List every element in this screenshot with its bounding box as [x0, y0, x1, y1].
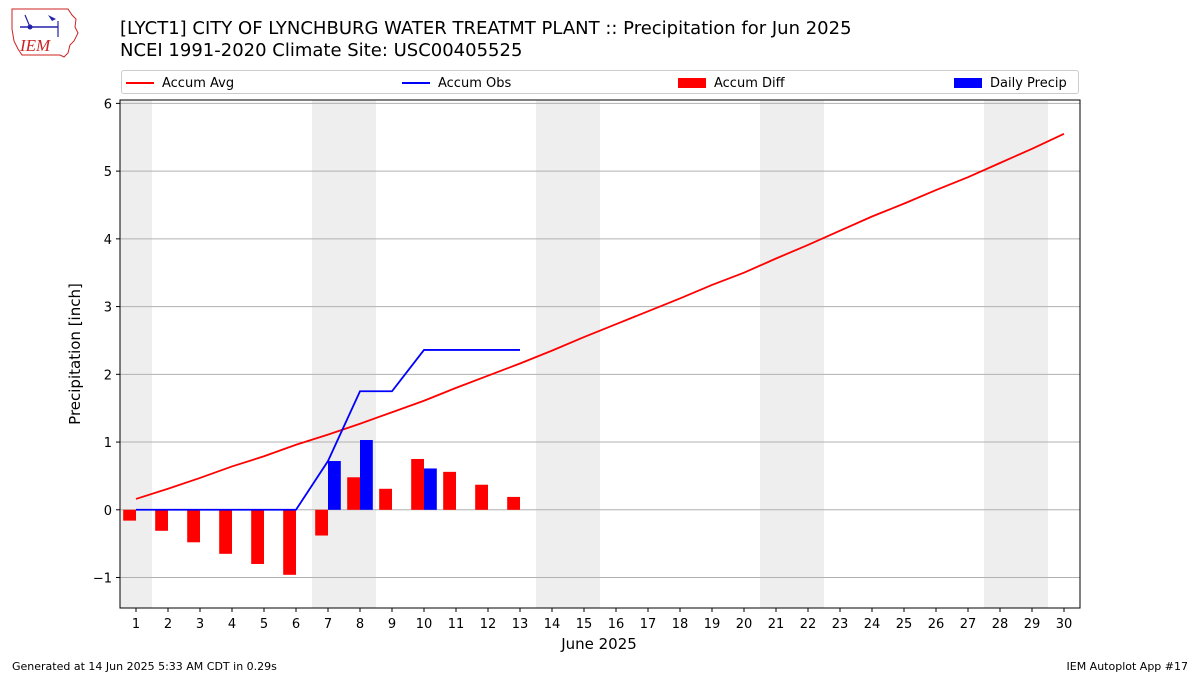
x-tick-label-3: 3 — [196, 617, 204, 632]
legend-item-daily-precip: Daily Precip — [954, 73, 1067, 93]
x-tick-label-14: 14 — [544, 617, 561, 632]
x-axis-label: June 2025 — [560, 635, 637, 653]
bar-accum-diff-3 — [187, 509, 200, 543]
legend-swatch-daily-precip — [954, 78, 982, 88]
chart-title: [LYCT1] CITY OF LYNCHBURG WATER TREATMT … — [120, 18, 852, 39]
x-tick-label-26: 26 — [928, 617, 945, 632]
x-tick-label-12: 12 — [480, 617, 497, 632]
y-axis-label: Precipitation [inch] — [66, 283, 84, 425]
bar-accum-diff-6 — [283, 509, 296, 575]
x-tick-label-21: 21 — [768, 617, 785, 632]
y-tick-label-1: 1 — [104, 436, 112, 451]
x-tick-label-23: 23 — [832, 617, 849, 632]
x-tick-label-1: 1 — [132, 617, 140, 632]
bar-accum-diff-11 — [443, 471, 456, 510]
iem-logo: IEM — [11, 8, 79, 58]
legend-label-accum-obs: Accum Obs — [438, 75, 512, 91]
axes — [119, 99, 1081, 609]
x-tick-label-2: 2 — [164, 617, 172, 632]
weekend-shade-1 — [120, 100, 152, 608]
bar-accum-diff-13 — [507, 496, 520, 510]
legend-label-accum-avg: Accum Avg — [162, 75, 235, 91]
legend-item-accum-obs: Accum Obs — [402, 73, 511, 93]
weekend-shade-5 — [984, 100, 1048, 608]
x-tick-label-5: 5 — [260, 617, 268, 632]
x-tick-label-7: 7 — [324, 617, 332, 632]
legend-swatch-accum-obs — [402, 82, 430, 84]
bar-accum-diff-2 — [155, 509, 168, 531]
y-tick-label-6: 6 — [104, 97, 112, 112]
y-tick-label-4: 4 — [104, 233, 112, 248]
line-series — [135, 133, 1065, 511]
x-tick-label-10: 10 — [416, 617, 433, 632]
x-tick-label-6: 6 — [292, 617, 300, 632]
bar-daily-precip-8 — [360, 440, 373, 510]
weekend-shade-3 — [536, 100, 600, 608]
line-accum-avg — [135, 133, 1065, 500]
bar-daily-precip-7 — [328, 461, 341, 510]
bar-accum-diff-7 — [315, 509, 328, 536]
bar-accum-diff-9 — [379, 488, 392, 510]
x-tick-label-19: 19 — [704, 617, 721, 632]
x-tick-label-11: 11 — [448, 617, 465, 632]
weekend-shade-4 — [760, 100, 824, 608]
x-tick-label-24: 24 — [864, 617, 881, 632]
y-tick-label--1: −1 — [93, 572, 112, 587]
x-tick-label-8: 8 — [356, 617, 364, 632]
footer-app-text: IEM Autoplot App #17 — [1066, 660, 1189, 673]
legend-label-daily-precip: Daily Precip — [990, 75, 1067, 91]
legend-item-accum-avg: Accum Avg — [126, 73, 234, 93]
bar-accum-diff-10 — [411, 458, 424, 510]
legend-swatch-accum-diff — [678, 78, 706, 88]
x-axis-ticks: 1 2 3 4 5 6 7 8 9 10 11 12 13 14 15 16 17 18 19 20 21 22 23 24 2… — [132, 608, 1072, 632]
x-tick-label-25: 25 — [896, 617, 913, 632]
legend-swatch-accum-avg — [126, 82, 154, 84]
x-tick-label-13: 13 — [512, 617, 529, 632]
line-accum-obs — [136, 349, 520, 511]
plot-frame — [119, 99, 1081, 609]
legend-label-accum-diff: Accum Diff — [714, 75, 785, 91]
legend: Accum Avg Accum Obs Accum Diff Daily Pre… — [121, 70, 1079, 94]
bar-accum-diff-1 — [123, 509, 136, 521]
logo-text: IEM — [19, 36, 51, 55]
x-tick-label-16: 16 — [608, 617, 625, 632]
x-tick-label-28: 28 — [992, 617, 1009, 632]
x-tick-label-17: 17 — [640, 617, 657, 632]
bar-series — [123, 440, 520, 575]
x-tick-label-20: 20 — [736, 617, 753, 632]
y-tick-label-3: 3 — [104, 301, 112, 316]
bar-accum-diff-8 — [347, 477, 360, 510]
x-tick-label-4: 4 — [228, 617, 236, 632]
chart-subtitle: NCEI 1991-2020 Climate Site: USC00405525 — [120, 40, 523, 61]
x-tick-label-30: 30 — [1056, 617, 1073, 632]
weekend-shading — [120, 100, 1048, 608]
x-tick-label-9: 9 — [388, 617, 396, 632]
bar-accum-diff-4 — [219, 509, 232, 554]
x-tick-label-15: 15 — [576, 617, 593, 632]
x-tick-label-22: 22 — [800, 617, 817, 632]
x-tick-label-27: 27 — [960, 617, 977, 632]
y-tick-label-2: 2 — [104, 368, 112, 383]
bar-accum-diff-12 — [475, 484, 488, 510]
y-tick-label-0: 0 — [104, 504, 112, 519]
y-tick-label-5: 5 — [104, 165, 112, 180]
footer-generated-text: Generated at 14 Jun 2025 5:33 AM CDT in … — [12, 660, 277, 673]
bar-daily-precip-10 — [424, 468, 437, 510]
legend-item-accum-diff: Accum Diff — [678, 73, 785, 93]
x-tick-label-18: 18 — [672, 617, 689, 632]
y-axis-ticks: −1 0 1 2 3 4 5 6 — [93, 97, 120, 587]
x-tick-label-29: 29 — [1024, 617, 1041, 632]
bar-accum-diff-5 — [251, 509, 264, 564]
